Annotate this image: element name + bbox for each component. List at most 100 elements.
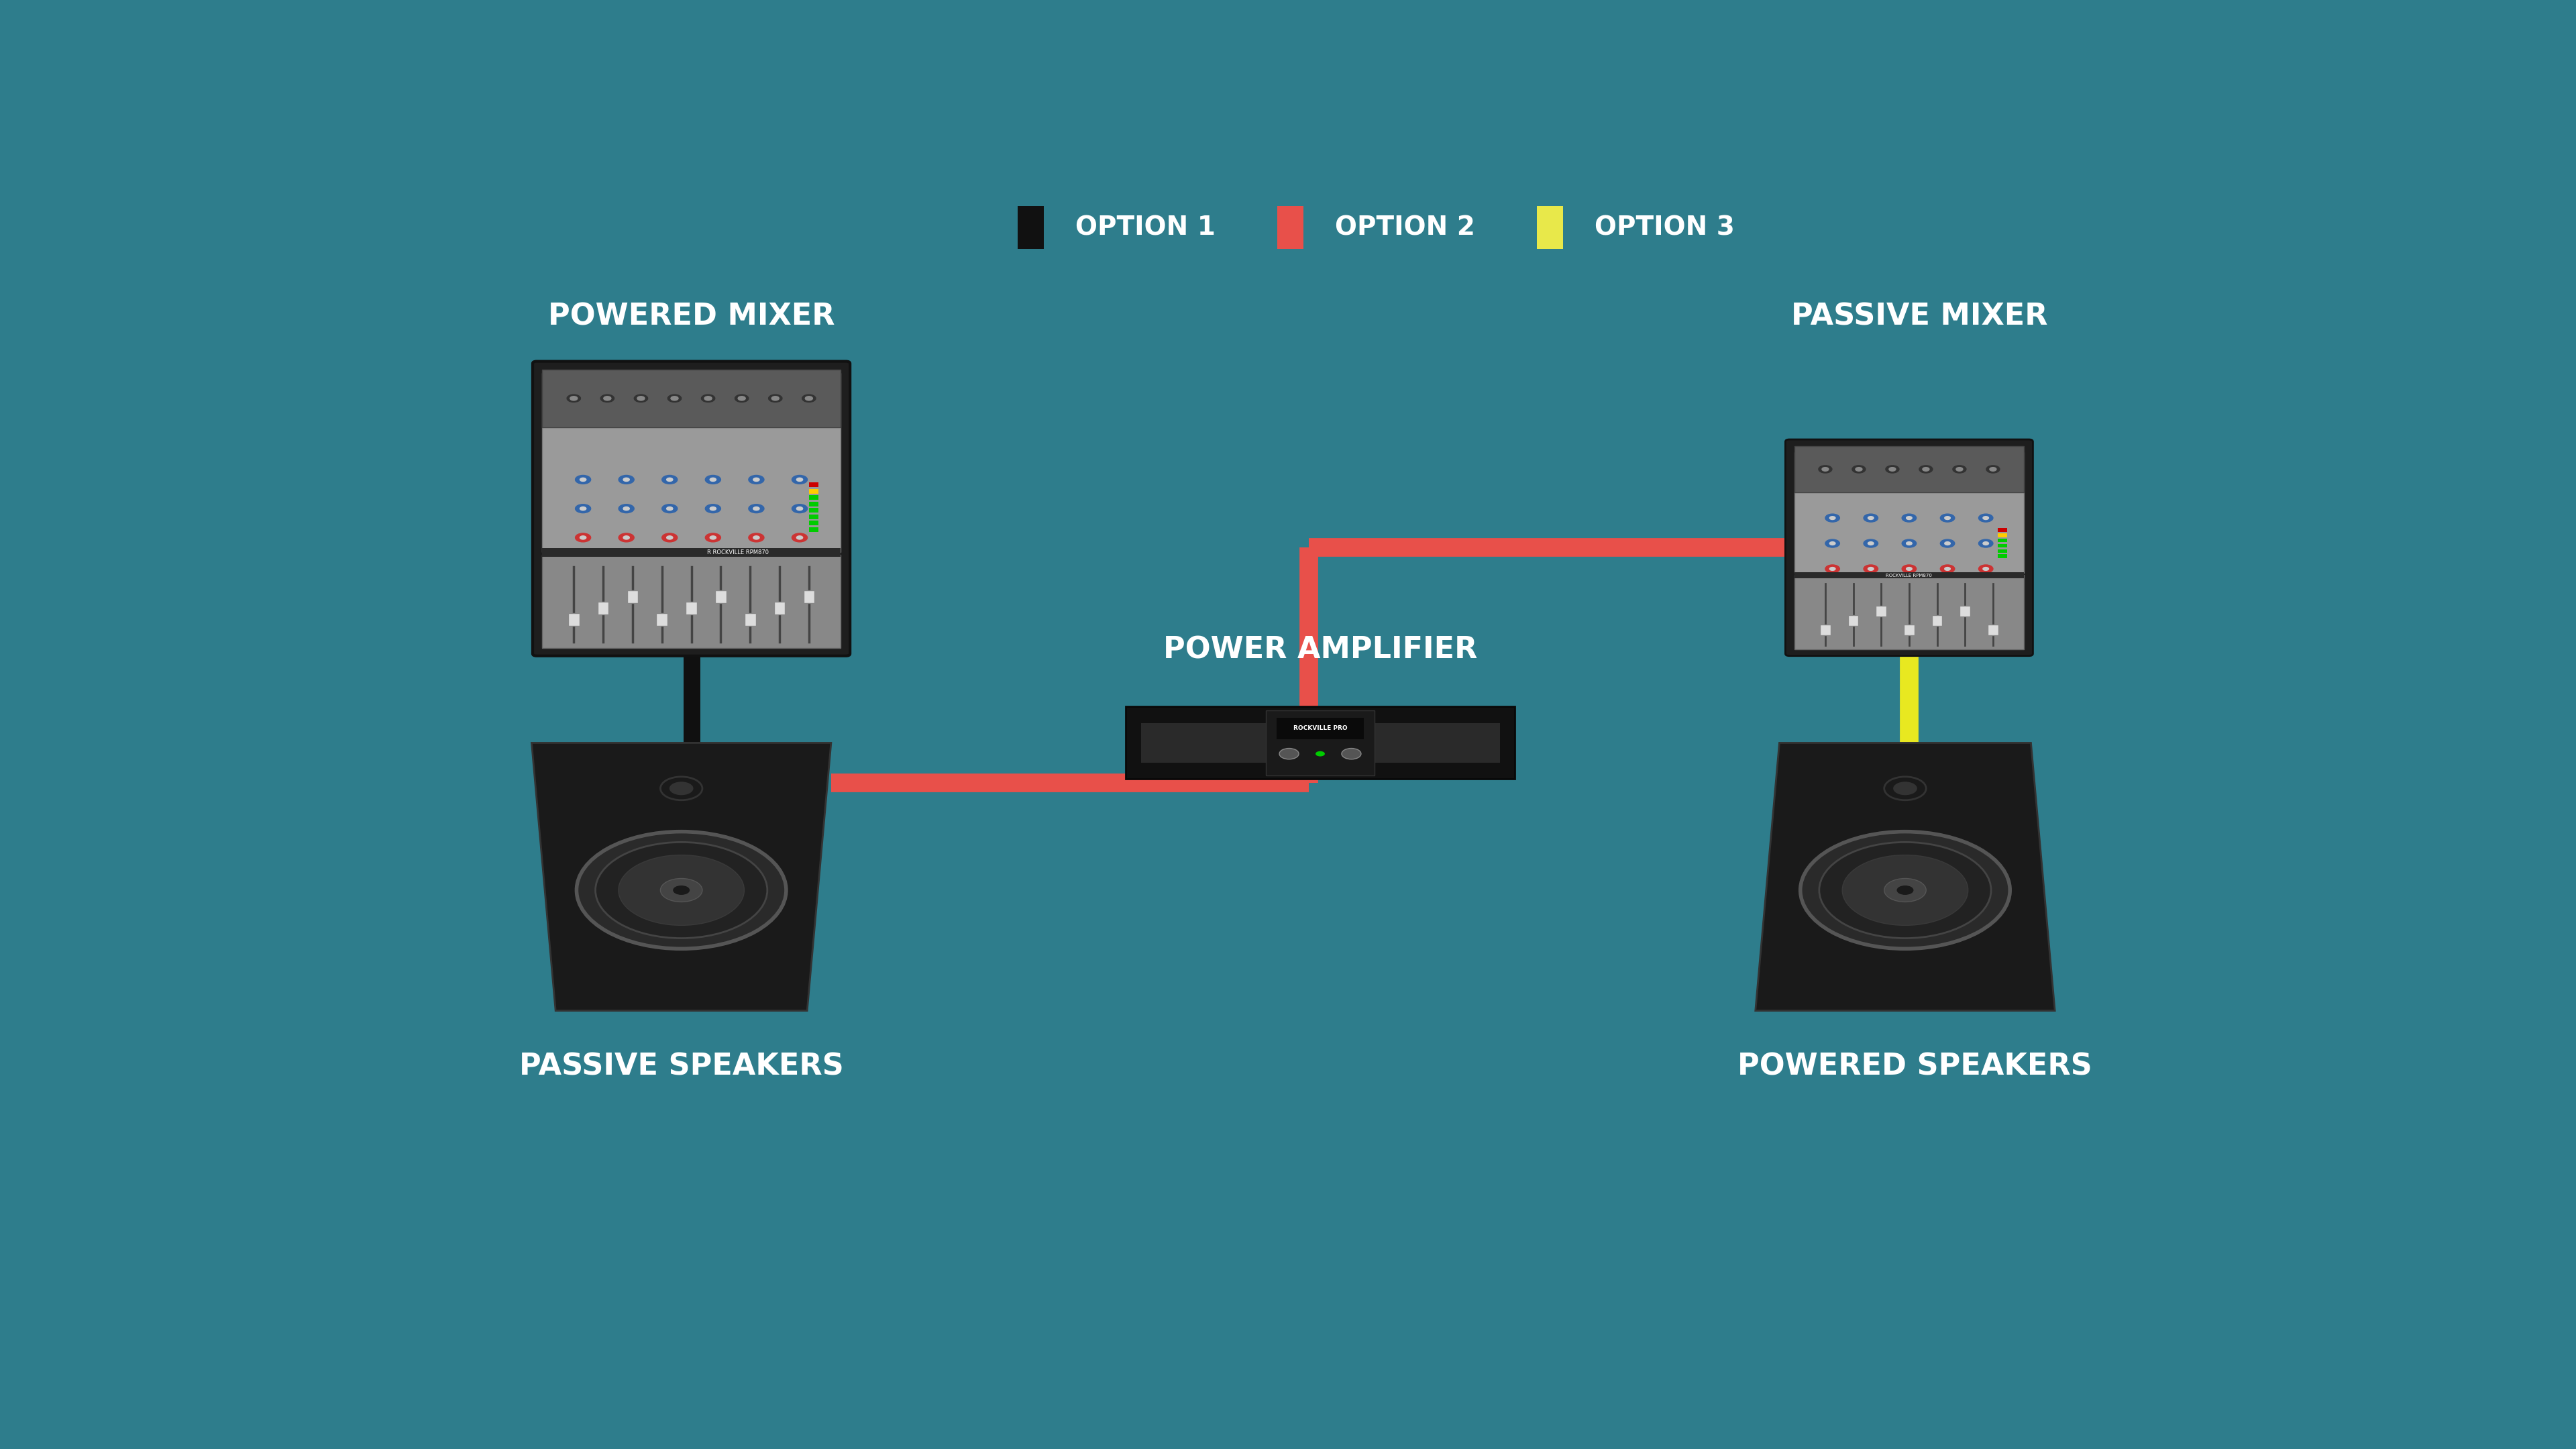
Circle shape	[1829, 542, 1834, 545]
Bar	[1190, 723, 1198, 762]
Circle shape	[1855, 468, 1862, 471]
Circle shape	[1940, 514, 1955, 522]
Circle shape	[796, 507, 804, 510]
Bar	[744, 613, 755, 626]
Bar	[1999, 539, 2007, 542]
Circle shape	[623, 507, 629, 510]
Circle shape	[1901, 514, 1917, 522]
Circle shape	[659, 878, 703, 901]
Bar	[773, 601, 786, 614]
Bar	[1793, 572, 2025, 578]
Circle shape	[672, 885, 690, 895]
Bar	[809, 501, 819, 506]
Text: ROCKVILLE RPM870: ROCKVILLE RPM870	[1886, 574, 1932, 578]
Bar	[804, 590, 814, 603]
Bar	[626, 590, 639, 603]
Circle shape	[791, 533, 806, 542]
Circle shape	[1901, 539, 1917, 548]
Bar	[1409, 723, 1417, 762]
Circle shape	[791, 475, 806, 484]
Bar	[1422, 723, 1430, 762]
Bar	[1388, 723, 1396, 762]
Circle shape	[1906, 516, 1911, 520]
Circle shape	[603, 396, 611, 400]
Circle shape	[773, 396, 778, 400]
Bar	[1203, 723, 1211, 762]
Circle shape	[574, 475, 590, 484]
Circle shape	[703, 396, 711, 400]
Circle shape	[1829, 567, 1834, 571]
Circle shape	[706, 533, 721, 542]
Circle shape	[623, 478, 629, 481]
Bar	[1999, 549, 2007, 554]
Circle shape	[1819, 842, 1991, 938]
Bar	[598, 601, 608, 614]
Circle shape	[1852, 465, 1865, 472]
Bar	[1231, 723, 1239, 762]
Bar	[541, 548, 840, 556]
Circle shape	[806, 396, 811, 400]
Circle shape	[670, 781, 693, 796]
Bar	[1252, 723, 1260, 762]
Circle shape	[623, 536, 629, 539]
Circle shape	[734, 394, 750, 403]
Circle shape	[634, 394, 647, 403]
Bar	[1149, 723, 1157, 762]
Bar	[1445, 723, 1450, 762]
Bar	[1218, 723, 1224, 762]
Bar	[1154, 723, 1162, 762]
Bar	[1376, 723, 1383, 762]
Circle shape	[1955, 468, 1963, 471]
Bar	[1396, 723, 1404, 762]
Circle shape	[667, 394, 680, 403]
Circle shape	[1896, 885, 1914, 895]
Circle shape	[1989, 468, 1996, 471]
Circle shape	[801, 394, 817, 403]
Circle shape	[750, 475, 765, 484]
Polygon shape	[531, 743, 832, 1011]
Bar	[809, 496, 819, 500]
Bar	[1265, 710, 1376, 775]
Text: OPTION 3: OPTION 3	[1595, 214, 1734, 241]
Circle shape	[567, 394, 580, 403]
Circle shape	[574, 533, 590, 542]
Bar	[1141, 723, 1149, 762]
Circle shape	[1883, 878, 1927, 901]
Circle shape	[662, 533, 677, 542]
Bar	[1381, 723, 1388, 762]
Circle shape	[580, 478, 587, 481]
Bar	[1904, 625, 1914, 635]
Bar	[1417, 723, 1425, 762]
Bar	[1239, 723, 1247, 762]
Circle shape	[1953, 465, 1965, 472]
Circle shape	[1945, 567, 1950, 571]
Circle shape	[706, 475, 721, 484]
Circle shape	[750, 504, 765, 513]
Bar	[1211, 723, 1218, 762]
Circle shape	[577, 832, 786, 949]
Circle shape	[1883, 777, 1927, 800]
Circle shape	[1945, 516, 1950, 520]
Circle shape	[1978, 565, 1994, 572]
Text: PASSIVE MIXER: PASSIVE MIXER	[1790, 303, 2048, 332]
Circle shape	[1842, 855, 1968, 926]
Bar	[1999, 527, 2007, 532]
Bar	[1989, 625, 1999, 635]
Bar	[1960, 606, 1971, 617]
Circle shape	[706, 504, 721, 513]
Circle shape	[1280, 748, 1298, 759]
Circle shape	[1984, 516, 1989, 520]
Bar	[809, 527, 819, 532]
Circle shape	[580, 536, 587, 539]
Bar	[1430, 723, 1437, 762]
Bar	[1875, 606, 1886, 617]
Circle shape	[1819, 465, 1832, 472]
Circle shape	[1826, 514, 1839, 522]
Bar	[1821, 625, 1832, 635]
Circle shape	[659, 777, 703, 800]
Circle shape	[752, 507, 760, 510]
Circle shape	[580, 507, 587, 510]
FancyBboxPatch shape	[1278, 206, 1303, 249]
FancyBboxPatch shape	[533, 361, 850, 656]
Text: OPTION 2: OPTION 2	[1334, 214, 1476, 241]
